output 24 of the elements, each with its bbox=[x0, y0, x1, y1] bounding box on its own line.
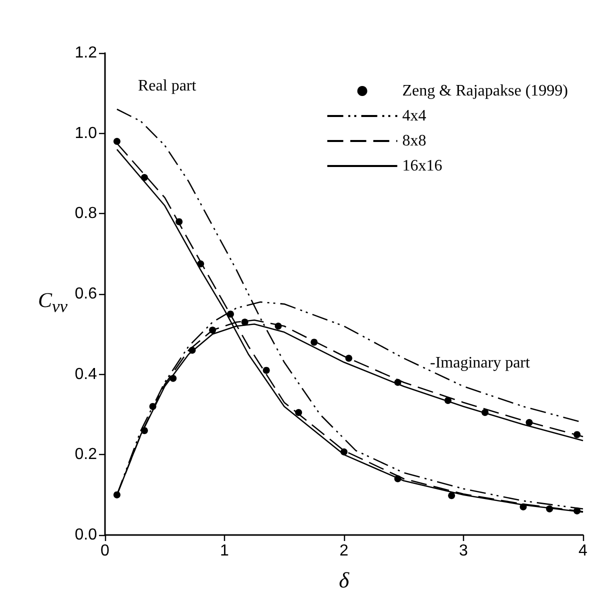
y-tick-label: 0.2 bbox=[74, 446, 98, 464]
y-tick-label: 1.2 bbox=[74, 44, 98, 62]
point bbox=[113, 138, 120, 145]
point bbox=[262, 366, 270, 374]
legend-label: 4x4 bbox=[402, 108, 426, 124]
y-tick-label: 0.8 bbox=[74, 205, 98, 222]
legend-label: Zeng & Rajapakse (1999) bbox=[402, 82, 568, 100]
x-axis-title: δ bbox=[338, 568, 350, 592]
y-tick-label: 0.6 bbox=[74, 286, 98, 302]
legend-label: 16x16 bbox=[402, 158, 442, 174]
x-tick-label: 4 bbox=[578, 542, 588, 560]
y-tick-label: 0.0 bbox=[74, 526, 98, 544]
point bbox=[448, 492, 456, 500]
legend-label: 8x8 bbox=[402, 132, 426, 150]
annotation: -Imaginary part bbox=[430, 354, 531, 372]
y-tick-label: 1.0 bbox=[74, 124, 98, 142]
point bbox=[241, 318, 248, 326]
x-tick-label: 1 bbox=[220, 542, 230, 560]
x-tick-label: 2 bbox=[340, 542, 349, 560]
x-tick-label: 3 bbox=[459, 542, 468, 560]
y-tick-label: 0.4 bbox=[74, 366, 98, 383]
y-axis-title: C$_{vv}$ bbox=[38, 288, 68, 318]
annotation: Real part bbox=[138, 78, 197, 94]
x-tick-label: 0 bbox=[100, 542, 110, 560]
